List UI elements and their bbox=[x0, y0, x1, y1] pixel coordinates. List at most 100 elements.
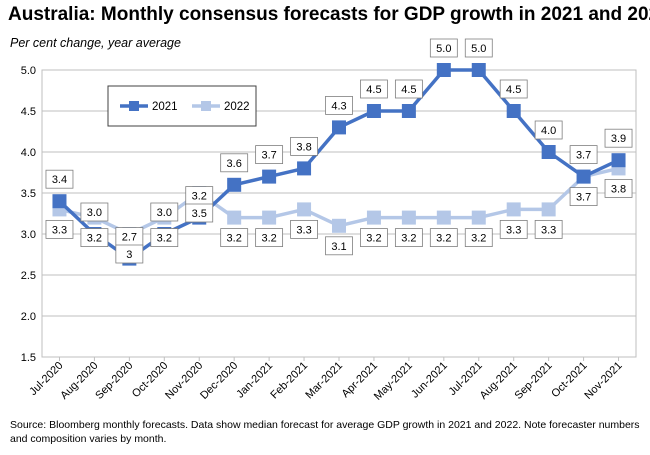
data-label-box bbox=[499, 79, 528, 99]
data-label-box bbox=[325, 96, 353, 115]
data-point-2021 bbox=[366, 104, 381, 118]
data-label-2022: 3.3 bbox=[296, 224, 311, 236]
chart-subtitle: Per cent change, year average bbox=[10, 36, 181, 50]
legend-label-2021: 2021 bbox=[152, 101, 178, 113]
data-point-2021 bbox=[436, 63, 451, 77]
data-label-box bbox=[290, 219, 318, 239]
data-label-2021: 4.5 bbox=[366, 84, 381, 96]
data-label-box bbox=[150, 228, 179, 248]
data-label-box bbox=[255, 228, 284, 248]
y-tick-label: 5.0 bbox=[21, 65, 36, 77]
data-label-box bbox=[604, 128, 633, 148]
data-point-2021 bbox=[506, 104, 521, 118]
data-point-2022 bbox=[332, 218, 346, 233]
data-label-2022: 3.2 bbox=[87, 233, 102, 245]
y-tick-label: 4.0 bbox=[21, 147, 36, 159]
data-point-2022 bbox=[541, 202, 556, 217]
data-label-box bbox=[325, 236, 353, 256]
data-point-2021 bbox=[471, 63, 486, 77]
y-tick-label: 2.5 bbox=[21, 270, 36, 282]
data-label-2021: 3.9 bbox=[611, 133, 626, 145]
data-point-2022 bbox=[366, 210, 381, 225]
data-point-2021 bbox=[332, 120, 346, 135]
data-label-2021: 3.0 bbox=[157, 207, 172, 219]
data-label-2021: 3.2 bbox=[192, 191, 207, 203]
data-label-box bbox=[290, 136, 318, 156]
chart-title: Australia: Monthly consensus forecasts f… bbox=[8, 4, 650, 25]
data-label-2022: 3.7 bbox=[576, 192, 591, 204]
x-tick-label: Jun-2021 bbox=[409, 360, 450, 401]
data-label-2021: 5.0 bbox=[436, 43, 451, 55]
data-label-2021: 4.5 bbox=[401, 84, 416, 96]
x-tick-label: Mar-2021 bbox=[303, 360, 345, 402]
data-label-2021: 4.0 bbox=[541, 125, 556, 137]
data-point-2022 bbox=[401, 210, 416, 225]
data-point-2022 bbox=[436, 210, 451, 225]
data-label-box bbox=[534, 120, 563, 140]
data-label-box bbox=[360, 228, 388, 248]
data-point-2022 bbox=[227, 210, 242, 225]
data-point-2021 bbox=[541, 145, 556, 159]
x-tick-label: Feb-2021 bbox=[268, 360, 310, 402]
data-label-2021: 4.5 bbox=[506, 84, 521, 96]
data-label-box bbox=[569, 187, 598, 207]
data-point-2021 bbox=[611, 153, 626, 168]
data-point-2022 bbox=[471, 210, 486, 225]
data-label-2021: 3.6 bbox=[227, 158, 242, 170]
data-label-2022: 3.2 bbox=[157, 233, 172, 245]
data-point-2022 bbox=[297, 202, 312, 217]
data-label-2022: 3 bbox=[126, 249, 132, 261]
data-label-2022: 3.2 bbox=[366, 233, 381, 245]
data-label-box bbox=[150, 202, 179, 222]
data-label-box bbox=[255, 145, 284, 165]
data-label-2022: 3.2 bbox=[436, 233, 451, 245]
data-label-2021: 3.7 bbox=[261, 150, 276, 162]
data-label-box bbox=[534, 219, 563, 239]
legend-marker-2021 bbox=[129, 101, 139, 111]
data-label-2021: 2.7 bbox=[122, 232, 137, 244]
legend-label-2022: 2022 bbox=[224, 101, 250, 113]
data-label-2022: 3.2 bbox=[227, 233, 242, 245]
data-point-2021 bbox=[262, 169, 277, 184]
y-tick-label: 4.5 bbox=[21, 106, 36, 118]
data-point-2021 bbox=[576, 169, 591, 184]
data-label-box bbox=[220, 228, 249, 248]
data-label-box bbox=[115, 244, 144, 264]
data-label-2021: 3.0 bbox=[87, 207, 102, 219]
data-label-2022: 3.1 bbox=[331, 241, 346, 253]
x-tick-label: Sep-2021 bbox=[513, 360, 555, 402]
data-point-2022 bbox=[506, 202, 521, 217]
data-label-2021: 5.0 bbox=[471, 43, 486, 55]
x-tick-label: Dec-2020 bbox=[198, 360, 240, 402]
data-label-2022: 3.2 bbox=[401, 233, 416, 245]
data-label-box bbox=[220, 153, 249, 173]
data-label-2021: 4.3 bbox=[331, 100, 346, 112]
source-note: Source: Bloomberg monthly forecasts. Dat… bbox=[10, 419, 640, 445]
data-label-box bbox=[80, 202, 109, 222]
data-point-2021 bbox=[401, 104, 416, 118]
y-tick-label: 1.5 bbox=[21, 352, 36, 364]
data-label-box bbox=[499, 219, 528, 239]
data-label-box bbox=[185, 203, 214, 223]
data-label-box bbox=[394, 79, 423, 99]
data-label-2022: 3.3 bbox=[541, 224, 556, 236]
data-label-2022: 3.8 bbox=[611, 183, 626, 195]
data-label-box bbox=[394, 228, 423, 248]
data-label-box bbox=[80, 228, 109, 248]
x-tick-label: Sep-2020 bbox=[93, 360, 135, 402]
data-label-2021: 3.4 bbox=[52, 174, 67, 186]
data-point-2022 bbox=[262, 210, 277, 225]
y-tick-label: 3.0 bbox=[21, 229, 36, 241]
data-label-2022: 3.2 bbox=[471, 233, 486, 245]
data-label-box bbox=[45, 219, 74, 239]
data-label-2022: 3.3 bbox=[506, 224, 521, 236]
data-point-2021 bbox=[52, 194, 67, 209]
data-point-2021 bbox=[297, 161, 312, 176]
data-label-box bbox=[360, 79, 388, 99]
data-label-box bbox=[45, 169, 74, 189]
data-label-2021: 3.7 bbox=[576, 150, 591, 162]
y-tick-label: 2.0 bbox=[21, 311, 36, 323]
data-point-2021 bbox=[227, 177, 242, 192]
data-label-box bbox=[464, 228, 493, 248]
